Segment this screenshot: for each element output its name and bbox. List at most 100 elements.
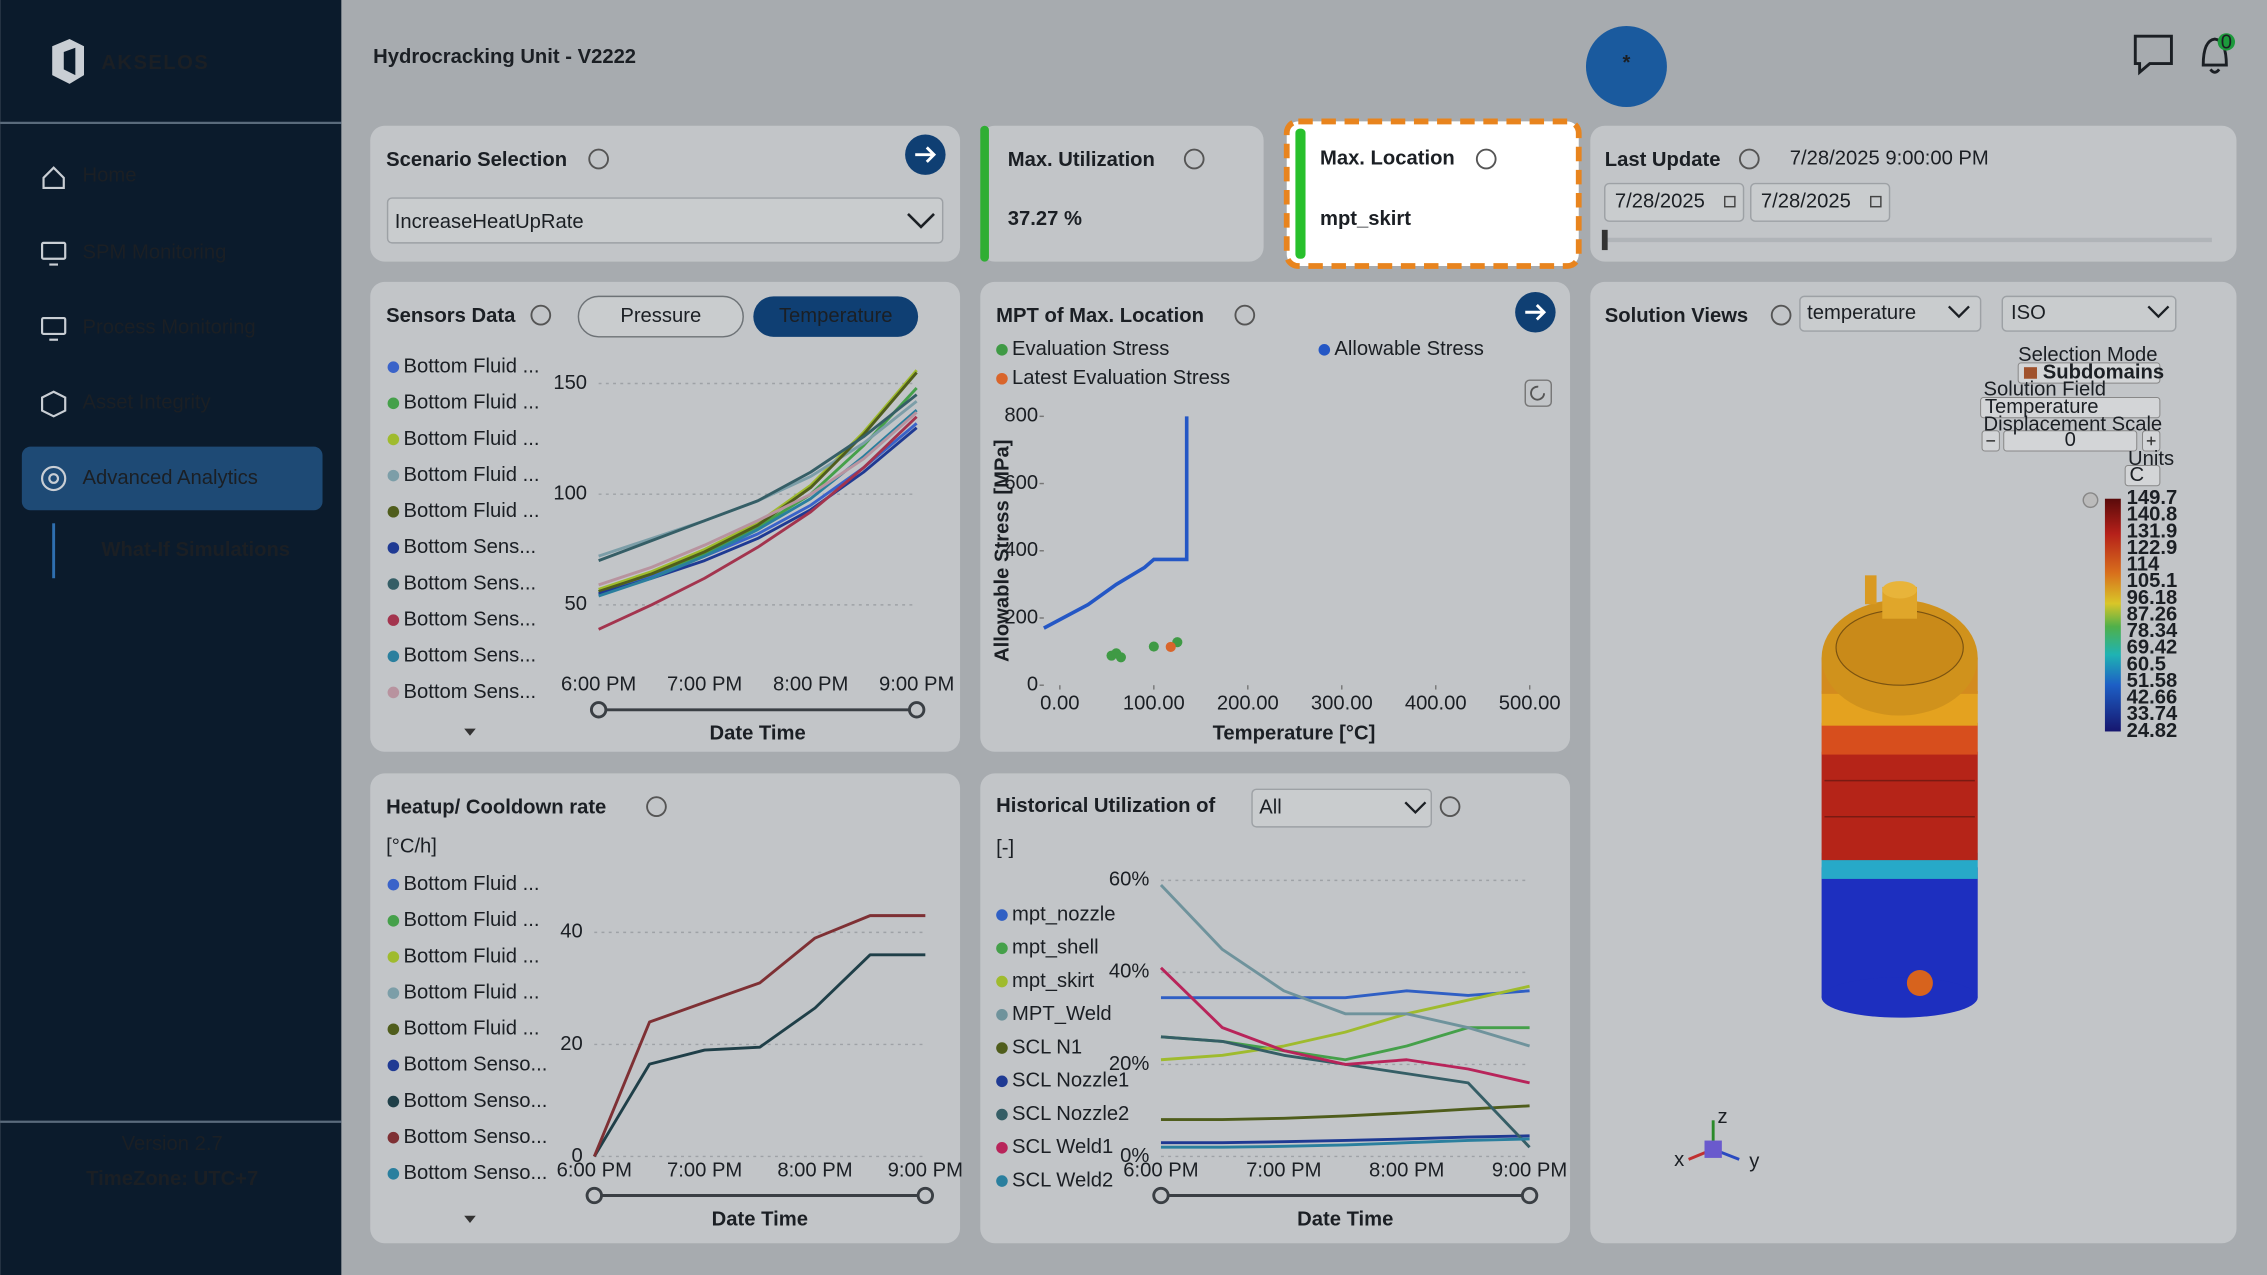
status-bar bbox=[1295, 128, 1306, 259]
legend-swatch bbox=[996, 942, 1008, 955]
tab-label: Temperature bbox=[779, 305, 893, 327]
x-axis-title: Date Time bbox=[712, 1208, 808, 1230]
legend-swatch bbox=[387, 1023, 400, 1036]
axis-letter: x bbox=[1674, 1149, 1684, 1171]
legend-label: Latest Evaluation Stress bbox=[1012, 367, 1230, 389]
series-line bbox=[598, 371, 918, 593]
dropdown[interactable] bbox=[386, 197, 944, 244]
logo bbox=[52, 39, 85, 84]
dropdown-value: IncreaseHeatUpRate bbox=[395, 211, 584, 233]
kpi-value: 37.27 % bbox=[1008, 208, 1082, 230]
legend-label: mpt_skirt bbox=[1012, 970, 1094, 992]
legend-swatch bbox=[996, 1142, 1008, 1154]
nav-active[interactable] bbox=[21, 446, 323, 511]
dropdown[interactable] bbox=[1799, 295, 1982, 332]
field-label: Displacement Scale bbox=[1984, 413, 2163, 435]
reset-button[interactable] bbox=[1524, 379, 1552, 407]
y-tick-label: 0 bbox=[571, 1145, 582, 1167]
sliders[interactable] bbox=[585, 701, 1539, 1205]
x-tick-label: 6:00 PM bbox=[1123, 1159, 1198, 1181]
legend-swatch bbox=[387, 614, 400, 626]
x-tick-label: 0.00 bbox=[1040, 692, 1079, 714]
colorbar-label: 114 bbox=[2127, 554, 2160, 576]
colorbar-label: 60.5 bbox=[2127, 653, 2166, 675]
tab-active[interactable] bbox=[753, 296, 919, 337]
y-tick-label: 800 bbox=[1004, 405, 1038, 427]
colorbar-toggle[interactable] bbox=[2082, 492, 2099, 509]
fab[interactable] bbox=[1585, 26, 1667, 107]
sidebar bbox=[0, 0, 342, 1275]
dropdown-value: ISO bbox=[2011, 302, 2046, 324]
x-tick-label: 6:00 PM bbox=[557, 1159, 632, 1181]
colorbar-label: 131.9 bbox=[2127, 520, 2178, 542]
brand: AKSELOS bbox=[101, 52, 209, 74]
tab[interactable] bbox=[577, 295, 744, 338]
timestamp: 7/28/2025 9:00:00 PM bbox=[1790, 147, 1989, 169]
colorbar-label: 96.18 bbox=[2127, 587, 2178, 609]
legend-label: SCL Nozzle1 bbox=[1012, 1070, 1129, 1092]
y-tick-label: 200 bbox=[1004, 606, 1038, 628]
help-icons[interactable] bbox=[530, 148, 1792, 817]
legend-swatch bbox=[387, 951, 400, 963]
y-tick-label: 20% bbox=[1109, 1053, 1149, 1075]
date-input[interactable] bbox=[1604, 182, 1745, 222]
view-panel[interactable] bbox=[1980, 362, 2161, 487]
x-tick-label: 8:00 PM bbox=[1369, 1159, 1444, 1181]
legend-swatch bbox=[387, 915, 400, 927]
legend-swatch bbox=[996, 1042, 1008, 1054]
arrow bbox=[915, 146, 937, 163]
field-value: C bbox=[2130, 464, 2145, 486]
legend-label: Bottom Fluid ... bbox=[403, 1018, 539, 1040]
legend-label: Allowable Stress bbox=[1334, 338, 1483, 360]
unit-label: [°C/h] bbox=[386, 835, 437, 857]
x-axis-title: Date Time bbox=[1297, 1208, 1393, 1230]
x-tick-label: 7:00 PM bbox=[1246, 1159, 1321, 1181]
chat-icon[interactable] bbox=[2133, 34, 2173, 76]
highlight-card[interactable] bbox=[1283, 118, 1582, 269]
legend-swatch bbox=[996, 1175, 1008, 1187]
bell-icon[interactable] bbox=[2201, 37, 2228, 74]
mode-icon bbox=[2023, 367, 2037, 379]
scatter-point bbox=[1115, 652, 1126, 663]
legend-label: Bottom Fluid ... bbox=[403, 909, 539, 931]
series-line bbox=[1160, 989, 1530, 1000]
legend-swatch bbox=[996, 909, 1008, 921]
legend-swatch bbox=[996, 975, 1008, 988]
slider-handle[interactable] bbox=[1601, 229, 1608, 251]
field-value: Temperature bbox=[1985, 396, 2099, 418]
legend-swatch bbox=[387, 505, 400, 518]
colorbar-label: 140.8 bbox=[2127, 504, 2178, 526]
y-tick-label: 20 bbox=[560, 1033, 583, 1055]
legend-label: Bottom Senso... bbox=[403, 1126, 547, 1148]
series-line bbox=[593, 953, 926, 1158]
chevron bbox=[1404, 801, 1427, 815]
reset-icon bbox=[1530, 385, 1545, 401]
series-line bbox=[1160, 1137, 1530, 1149]
x-axis-title: Temperature [°C] bbox=[1213, 723, 1376, 745]
field-value: 0 bbox=[2065, 429, 2076, 451]
legend-label: SCL N1 bbox=[1012, 1036, 1082, 1058]
status-bar bbox=[980, 125, 989, 262]
dropdown[interactable] bbox=[2001, 295, 2177, 332]
calendar-icon bbox=[1724, 195, 1736, 208]
tab-label: Pressure bbox=[620, 305, 701, 327]
legend-label: SCL Weld2 bbox=[1012, 1169, 1113, 1191]
legend-label: MPT_Weld bbox=[1012, 1003, 1112, 1025]
x-tick-label: 7:00 PM bbox=[667, 674, 742, 696]
x-tick-label: 9:00 PM bbox=[879, 674, 954, 696]
x-axis-title: Date Time bbox=[710, 723, 806, 745]
legend-label: SCL Nozzle2 bbox=[1012, 1103, 1129, 1125]
dropdown[interactable] bbox=[1251, 788, 1433, 828]
field-label: Solution Field bbox=[1984, 379, 2107, 401]
date-input[interactable] bbox=[1750, 182, 1891, 222]
colorbar-label: 87.26 bbox=[2127, 603, 2178, 625]
legend-label: Bottom Fluid ... bbox=[403, 464, 539, 486]
card-title: Last Update bbox=[1605, 149, 1721, 171]
legend-swatch bbox=[387, 397, 400, 410]
y-tick-label: 150 bbox=[553, 372, 587, 394]
series-line bbox=[1159, 883, 1531, 1048]
timezone: TimeZone: UTC+7 bbox=[86, 1168, 258, 1190]
x-tick-label: 6:00 PM bbox=[561, 674, 636, 696]
legend-label: Bottom Fluid ... bbox=[403, 356, 539, 378]
